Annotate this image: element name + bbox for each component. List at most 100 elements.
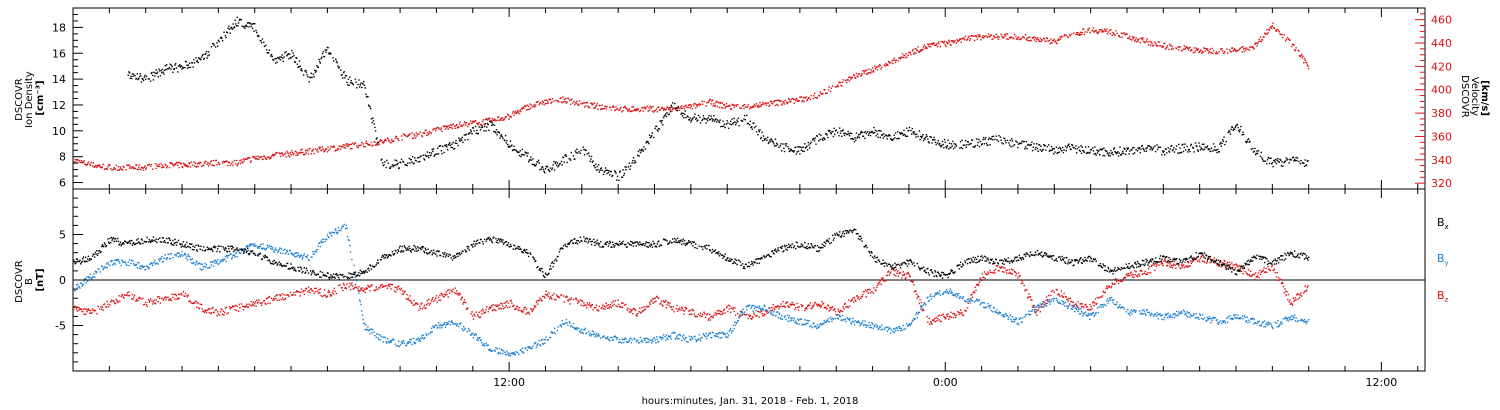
density-series-point <box>233 27 235 29</box>
bz-series-point <box>850 300 852 302</box>
bz-series-point <box>641 310 644 313</box>
velocity-series-point <box>1103 30 1105 33</box>
bz-series-point <box>284 297 287 300</box>
velocity-series-point <box>1230 51 1232 53</box>
velocity-series-point <box>602 108 604 110</box>
bz-series-point <box>173 293 175 296</box>
bz-series-point <box>693 313 695 315</box>
bz-series-point <box>688 310 690 312</box>
bz-series-point <box>1156 264 1158 266</box>
bz-series-point <box>804 309 806 312</box>
bz-series-point <box>1073 305 1075 307</box>
bz-series-point <box>488 308 490 310</box>
density-series-point <box>1248 141 1250 143</box>
bz-series-point <box>522 311 524 313</box>
bz-series-point <box>777 305 779 307</box>
density-series-point <box>413 162 415 164</box>
velocity-series-point <box>231 163 233 165</box>
density-series-point <box>1057 147 1060 150</box>
velocity-series-point <box>113 166 115 169</box>
velocity-series-point <box>254 158 257 160</box>
density-series-point <box>729 123 731 125</box>
velocity-series-point <box>196 163 199 165</box>
velocity-series-point <box>560 101 563 103</box>
bz-series-point <box>1003 271 1005 273</box>
velocity-series-point <box>166 165 169 167</box>
bz-series-point <box>946 315 949 317</box>
bz-series-point <box>113 301 115 303</box>
bz-series-point <box>215 309 217 311</box>
density-series-point <box>459 140 461 142</box>
bz-series-point <box>517 308 519 311</box>
velocity-series-point <box>694 103 696 105</box>
bz-series-point <box>73 306 76 308</box>
bz-series-point <box>1206 262 1208 264</box>
density-series-point <box>539 169 541 171</box>
bz-series-point <box>395 287 398 289</box>
velocity-series-point <box>1238 48 1241 51</box>
velocity-series-point <box>432 129 434 131</box>
velocity-series-point <box>327 146 329 148</box>
density-series-point <box>551 167 554 169</box>
density-series-point <box>255 29 257 32</box>
velocity-series-point <box>954 39 956 42</box>
velocity-series-point <box>781 104 783 106</box>
density-series-point <box>1303 165 1306 167</box>
velocity-series-point <box>1263 36 1265 38</box>
by-series-point <box>167 253 169 255</box>
bz-series-point <box>667 302 670 304</box>
bz-series-point <box>358 286 360 288</box>
density-series-point <box>867 131 869 133</box>
velocity-series-point <box>107 166 109 168</box>
velocity-series-point <box>212 159 215 162</box>
velocity-series-point <box>300 151 303 154</box>
bz-series-point <box>1229 261 1231 263</box>
density-series-point <box>415 160 417 162</box>
by-series-point <box>110 260 112 263</box>
density-series-point <box>669 107 671 109</box>
bz-series-point <box>813 304 815 306</box>
density-series-point <box>706 118 708 120</box>
density-series-point <box>797 150 800 152</box>
velocity-series-point <box>374 141 376 143</box>
bz-series-point <box>1273 268 1276 270</box>
density-series-point <box>318 58 320 61</box>
velocity-series-point <box>1059 36 1061 38</box>
velocity-series-point <box>828 86 830 88</box>
density-series-point <box>1112 154 1114 156</box>
bz-series-point <box>186 295 188 297</box>
velocity-series-point <box>1289 39 1291 42</box>
velocity-series-point <box>1013 33 1016 36</box>
density-series-point <box>175 63 177 65</box>
density-series-point <box>509 140 512 142</box>
density-series-point <box>156 71 159 73</box>
density-series-point <box>959 147 961 149</box>
velocity-series-point <box>139 168 141 170</box>
bz-series-point <box>421 302 423 304</box>
density-series-point <box>758 131 760 133</box>
bz-series-point <box>75 306 77 308</box>
velocity-series-point <box>757 106 759 108</box>
velocity-series-point <box>759 101 761 104</box>
density-series-point <box>925 133 928 136</box>
velocity-series-point <box>175 163 177 166</box>
velocity-series-point <box>865 73 867 75</box>
velocity-series-point <box>434 127 436 130</box>
by-series-point <box>172 257 174 259</box>
velocity-series-point <box>655 108 658 110</box>
velocity-series-point <box>1047 40 1049 42</box>
bz-series-point <box>894 275 897 277</box>
density-series-point <box>944 141 946 143</box>
bz-series-point <box>385 285 387 287</box>
velocity-series-point <box>995 33 997 35</box>
velocity-series-point <box>757 104 760 107</box>
density-series-point <box>719 119 721 121</box>
density-series-point <box>1281 161 1283 163</box>
density-series-point <box>1136 150 1139 152</box>
density-series-point <box>1282 165 1284 167</box>
density-series-point <box>762 140 764 142</box>
bz-series-point <box>333 287 336 289</box>
velocity-series-point <box>826 92 828 94</box>
by-series-point <box>77 285 80 288</box>
bz-series-point <box>1034 312 1037 314</box>
